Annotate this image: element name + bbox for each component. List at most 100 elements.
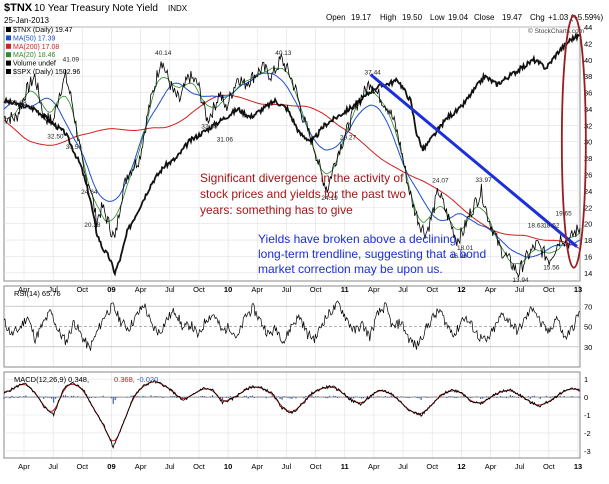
- macd-tick-label: -2: [584, 429, 591, 438]
- spx-line: [3, 31, 581, 277]
- date-axis-label: Oct: [193, 285, 206, 294]
- price-value-label: 20.38: [84, 222, 101, 229]
- price-tick-label: 40: [584, 56, 592, 65]
- price-value-label: 18.01: [457, 245, 474, 252]
- date-axis-label: Apr: [135, 285, 147, 294]
- macd-legend-signal: 0.368,: [114, 375, 135, 384]
- date-axis-label-bottom: Apr: [18, 462, 30, 471]
- price-value-label: 16.96: [451, 253, 468, 260]
- legend-swatch: [6, 27, 11, 32]
- macd-legend-hist: -0.020: [137, 375, 158, 384]
- legend-swatch: [6, 60, 11, 66]
- date-axis-label: Jul: [398, 285, 408, 294]
- date-axis-label-bottom: Jul: [282, 462, 292, 471]
- annotation-line: stock prices and yields for the past two: [200, 187, 406, 201]
- date-axis-label-bottom: Apr: [368, 462, 380, 471]
- price-tick-label: 16: [584, 252, 592, 261]
- close-value: 19.47: [502, 13, 523, 22]
- rsi-panel: 30 50 70 RSI(14) 65.76: [3, 285, 592, 368]
- price-value-label: 40.13: [275, 50, 292, 57]
- macd-signal-line: [4, 381, 580, 442]
- macd-tick-label: 1: [584, 375, 588, 384]
- price-value-label: 24.19: [321, 195, 338, 202]
- date-axis-label: Apr: [485, 285, 497, 294]
- price-tick-label: 18: [584, 236, 592, 245]
- ma50-line: [3, 72, 581, 258]
- watermark: © StockCharts.com: [528, 27, 584, 35]
- price-value-label: 32.88: [10, 100, 27, 107]
- price-panel: 14 16 18 20 22 24 26 28 30 32 34 36 38 40 42 44 32.88 32.…: [3, 14, 592, 458]
- date-axis-label-bottom: 10: [224, 462, 232, 471]
- price-value-label: 32.50: [47, 133, 64, 140]
- annotation-line: market correction may be upon us.: [258, 262, 443, 276]
- macd-line: [3, 380, 581, 449]
- date-axis-label: Oct: [310, 285, 323, 294]
- instrument-name: 10 Year Treasury Note Yield: [34, 3, 158, 14]
- date-axis-label-bottom: 09: [107, 462, 115, 471]
- legend-entry: MA(200) 17.08: [13, 44, 59, 51]
- legend-swatch: [6, 52, 11, 58]
- tnx-line: [3, 52, 581, 279]
- price-value-label: 13.94: [512, 277, 529, 284]
- price-tick-label: 24: [584, 187, 592, 196]
- chg-label: Chg: [530, 13, 545, 22]
- low-value: 19.04: [448, 13, 469, 22]
- macd-tick-label: -1: [584, 411, 591, 420]
- date-axis-label-bottom: Jul: [48, 462, 58, 471]
- date-axis-label: 11: [341, 285, 349, 294]
- price-tick-label: 26: [584, 170, 592, 179]
- legend-entry: MA(20) 18.46: [13, 52, 56, 59]
- exchange: INDX: [168, 4, 188, 13]
- macd-legend-main: MACD(12,26,9) 0.348,: [14, 375, 89, 384]
- annotation-line: years: something has to give: [200, 203, 353, 217]
- price-value-label: 41.09: [63, 56, 80, 63]
- legend-swatch: [6, 69, 11, 74]
- date-axis-label-bottom: Oct: [193, 462, 206, 471]
- price-value-label: 18.63: [528, 223, 545, 230]
- macd-tick-label: -3: [584, 447, 591, 456]
- rsi-line: [3, 300, 581, 351]
- date-axis-label-bottom: Oct: [426, 462, 439, 471]
- date-axis-label: 09: [107, 285, 115, 294]
- date-axis-label: Oct: [426, 285, 439, 294]
- date-axis-label: Jul: [48, 285, 58, 294]
- breakout-ellipse: [560, 14, 587, 269]
- price-value-label: 40.14: [155, 50, 172, 57]
- price-value-label: 31.06: [217, 137, 234, 144]
- price-value-label: 15.56: [543, 265, 560, 272]
- price-value-label: 24.07: [432, 178, 449, 185]
- price-value-label: 33.97: [475, 177, 492, 184]
- legend-swatch: [6, 43, 11, 49]
- price-tick-label: 28: [584, 154, 592, 163]
- annotation-line: Yields have broken above a declining: [258, 232, 456, 246]
- macd-panel: -3 -2 -1 0 1 MACD(12,26,9) 0.348, 0.368, -0.020: [3, 371, 591, 459]
- price-value-label: 19.65: [556, 210, 573, 217]
- date-axis-label: 13: [574, 285, 582, 294]
- date-axis-label-bottom: Oct: [310, 462, 323, 471]
- legend-entry: $SPX (Daily) 1502.96: [13, 69, 80, 76]
- date-axis-label-bottom: Jul: [165, 462, 175, 471]
- legend-entry: $TNX (Daily) 19.47: [13, 27, 73, 34]
- date-axis-label-bottom: 12: [457, 462, 465, 471]
- date-axis-label-bottom: Oct: [543, 462, 556, 471]
- rsi-tick-label: 70: [584, 302, 592, 311]
- price-value-label: 30.54: [66, 144, 83, 151]
- symbol: $TNX: [4, 2, 33, 14]
- date-axis-label: Oct: [543, 285, 556, 294]
- legend-entry: MA(50) 17.39: [13, 35, 56, 42]
- declining-trendline: [369, 73, 578, 248]
- high-value: 19.50: [402, 13, 423, 22]
- price-tick-label: 32: [584, 121, 592, 130]
- price-tick-label: 34: [584, 105, 592, 114]
- date-axis-label: Apr: [251, 285, 263, 294]
- rsi-tick-label: 50: [584, 323, 592, 332]
- price-frame: [3, 26, 581, 282]
- date-axis-label: Jul: [515, 285, 525, 294]
- price-value-label: 37.44: [365, 70, 382, 77]
- price-value-label: 18.52: [543, 223, 560, 230]
- price-tick-label: 42: [584, 39, 592, 48]
- date-axis-label: 12: [457, 285, 465, 294]
- date-axis-label: 10: [224, 285, 232, 294]
